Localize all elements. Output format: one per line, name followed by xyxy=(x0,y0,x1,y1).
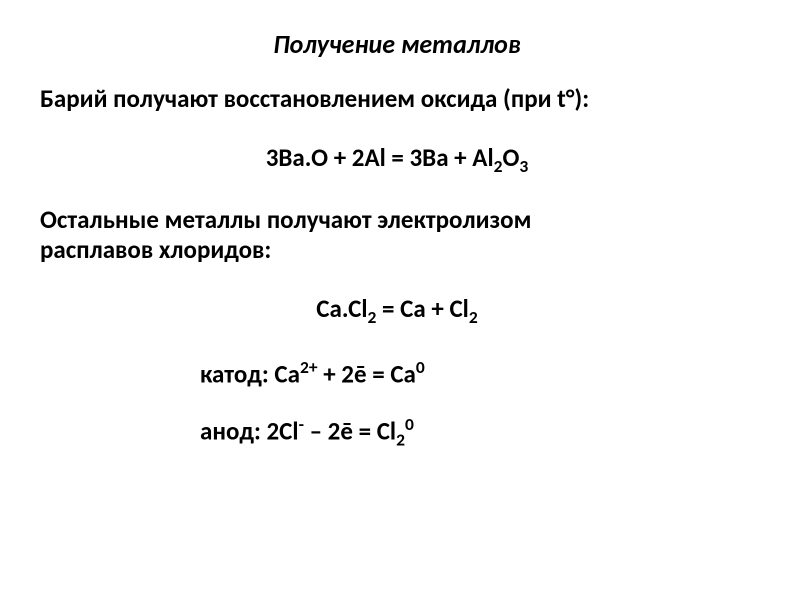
cathode-mid: + 2ē = Ca xyxy=(318,358,416,389)
eq2-mid: = Ca + Cl xyxy=(376,293,468,324)
eq1-part1: 3Ba.O + 2Al = 3Ba + Al xyxy=(266,142,494,173)
cathode-label: катод: Ca xyxy=(200,358,300,389)
eq1-sub2: 3 xyxy=(519,155,528,177)
para2-line1: Остальные металлы получают электролизом xyxy=(40,204,531,235)
anode-sup2: 0 xyxy=(405,413,414,435)
anode-mid: – 2ē = Cl xyxy=(304,416,396,447)
paragraph-electrolysis: Остальные металлы получают электролизом … xyxy=(40,205,754,265)
anode-label: анод: 2Cl xyxy=(200,416,299,447)
eq2-pre: Ca.Cl xyxy=(316,293,367,324)
equation-cacl2: Ca.Cl2 = Ca + Cl2 xyxy=(40,293,754,328)
eq2-sub2: 2 xyxy=(469,306,478,328)
slide-title: Получение металлов xyxy=(40,28,754,60)
cathode-sup1: 2+ xyxy=(300,356,318,378)
anode-equation: анод: 2Cl- – 2ē = Cl20 xyxy=(40,413,754,450)
para2-line2: расплавов хлоридов: xyxy=(40,234,271,265)
anode-sub1: 2 xyxy=(396,429,405,451)
cathode-equation: катод: Ca2+ + 2ē = Ca0 xyxy=(40,356,754,389)
cathode-sup2: 0 xyxy=(416,356,425,378)
eq1-mid1: O xyxy=(502,142,519,173)
intro-paragraph: Барий получают восстановлением оксида (п… xyxy=(40,84,754,114)
equation-bao-al: 3Ba.O + 2Al = 3Ba + Al2O3 xyxy=(40,142,754,177)
